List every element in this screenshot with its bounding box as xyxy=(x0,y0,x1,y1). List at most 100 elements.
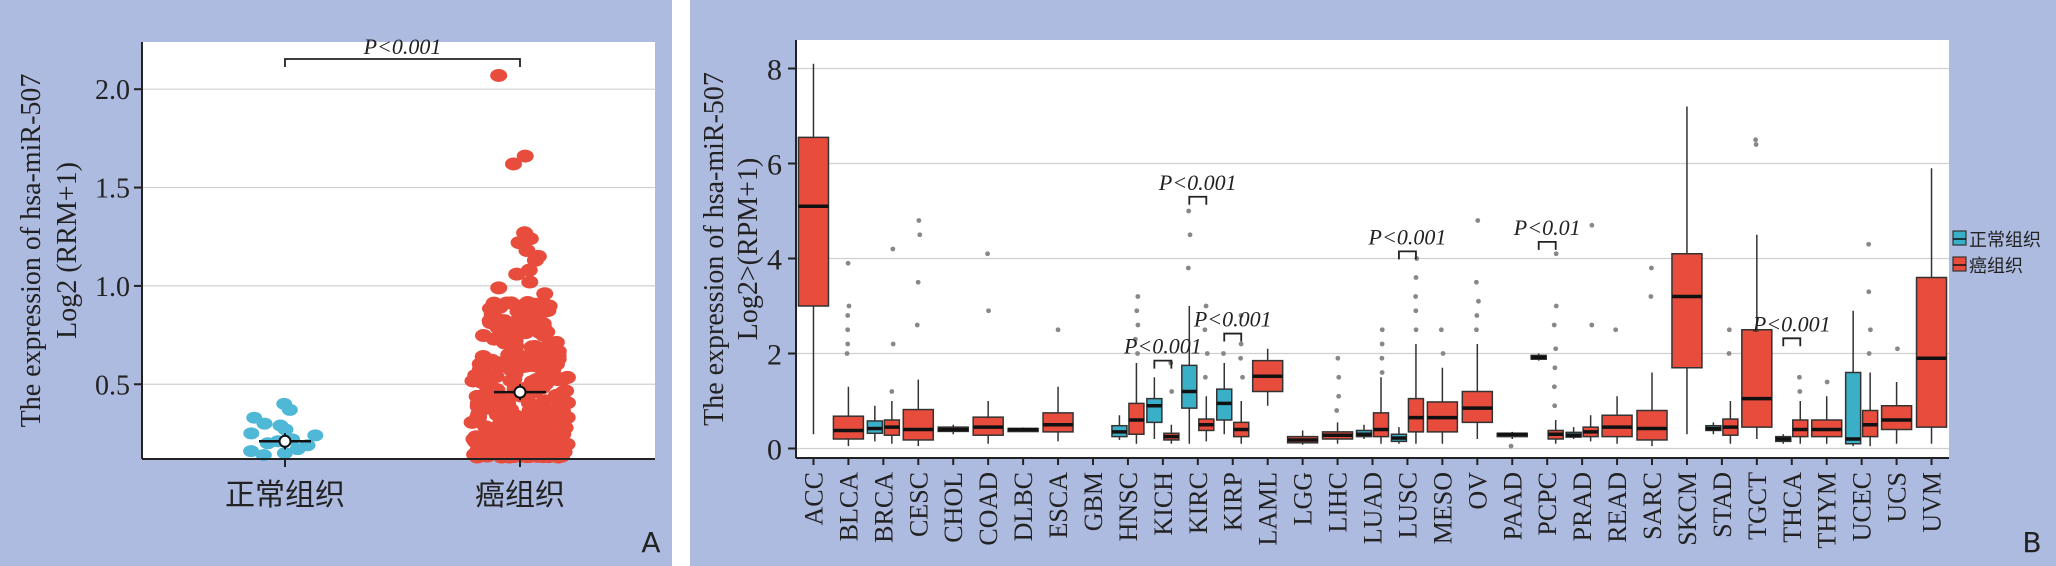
x-tick-label-b: PAAD xyxy=(1498,472,1527,540)
x-tick-label-b: HNSC xyxy=(1114,472,1143,541)
outlier-point xyxy=(1613,327,1619,333)
box-tgct-tumor xyxy=(1741,137,1773,439)
tumor-outlier-point xyxy=(536,287,554,301)
y-tick-label-a: 2.0 xyxy=(95,75,130,106)
box-kirp-tumor xyxy=(1232,313,1250,444)
y-tick-label-a: 0.5 xyxy=(95,370,130,401)
outlier-point xyxy=(1508,443,1514,449)
x-tick-label-b: ACC xyxy=(799,472,828,525)
outlier-point xyxy=(915,279,921,285)
significance-bracket-b xyxy=(1398,250,1417,260)
y-tick-label-a: 1.0 xyxy=(95,272,130,303)
x-tick-label-b: UCEC xyxy=(1848,472,1877,541)
tumor-outlier-point xyxy=(516,149,534,163)
normal-point xyxy=(281,403,298,416)
outlier-point xyxy=(1186,208,1192,214)
significance-label-b: P<0.001 xyxy=(1752,311,1831,336)
outlier-point xyxy=(890,341,896,347)
outlier-point xyxy=(1203,303,1209,309)
outlier-point xyxy=(845,327,851,333)
y-tick-label-b: 6 xyxy=(767,149,782,182)
outlier-point xyxy=(890,246,896,252)
box-pcpc-tumor xyxy=(1547,251,1564,444)
tumor-point xyxy=(553,404,571,418)
tumor-point xyxy=(469,445,487,459)
y-axis-title-a: The expression of hsa-miR-507 xyxy=(16,74,47,428)
x-tick-label-b: LUAD xyxy=(1359,472,1388,544)
x-tick-label-b: LUSC xyxy=(1393,472,1422,538)
tumor-outlier-point xyxy=(526,253,544,267)
box-prad-tumor xyxy=(1582,222,1599,442)
outlier-point xyxy=(1726,351,1732,356)
outlier-point xyxy=(1797,374,1802,380)
significance-label-b: P<0.001 xyxy=(1158,170,1237,195)
tumor-point xyxy=(500,414,518,428)
outlier-point xyxy=(1413,294,1419,299)
outlier-point xyxy=(1202,327,1208,333)
x-tick-label-b: KIRP xyxy=(1219,472,1248,531)
box-lusc-normal xyxy=(1390,427,1408,444)
outlier-point xyxy=(1866,241,1872,247)
x-tick-label-b: KICH xyxy=(1149,472,1178,536)
x-tick-label-b: LAML xyxy=(1254,472,1283,546)
panel-letter-b: B xyxy=(2022,526,2041,559)
box-body xyxy=(797,136,830,307)
y-axis-subtitle-a: Log2 (RRM+1) xyxy=(52,162,83,339)
panel-letter-a: A xyxy=(641,526,660,559)
x-tick-label-b: CESC xyxy=(904,472,933,537)
outlier-point xyxy=(1238,355,1244,361)
box-kirc-tumor xyxy=(1198,303,1215,442)
box-sarc-tumor xyxy=(1636,265,1668,447)
significance-bracket-b xyxy=(1153,359,1173,369)
outlier-point xyxy=(985,251,990,257)
significance-label-b: P<0.01 xyxy=(1513,215,1581,240)
box-uvm-tumor xyxy=(1915,168,1948,444)
x-tick-label-b: DLBC xyxy=(1009,472,1038,541)
tumor-point xyxy=(489,321,507,335)
tumor-point xyxy=(503,336,521,350)
tumor-point xyxy=(467,432,485,446)
box-prad-normal xyxy=(1565,427,1582,439)
box-ov-tumor xyxy=(1461,218,1494,439)
box-body xyxy=(1181,364,1198,409)
tumor-point xyxy=(484,369,502,383)
box-ucs-tumor xyxy=(1880,346,1913,444)
box-body xyxy=(1671,253,1703,369)
outlier-point xyxy=(1476,298,1481,304)
x-tick-label-b: LGG xyxy=(1289,472,1318,525)
x-tick-label-b: OV xyxy=(1463,472,1492,510)
outlier-point xyxy=(1413,275,1419,280)
outlier-point xyxy=(916,218,922,223)
x-tick-label-b: GBM xyxy=(1079,472,1108,531)
significance-bracket-b xyxy=(1223,332,1243,342)
tumor-point xyxy=(468,389,486,403)
significance-label-a: P<0.001 xyxy=(363,34,442,59)
box-luad-normal xyxy=(1355,424,1373,439)
outlier-point xyxy=(1474,279,1479,285)
outlier-point xyxy=(1238,341,1244,347)
normal-point xyxy=(307,429,324,442)
box-paad-tumor xyxy=(1496,431,1529,449)
box-chol-tumor xyxy=(937,424,969,435)
box-dlbc-tumor xyxy=(1007,427,1039,433)
x-tick-label-b: THCA xyxy=(1778,472,1807,543)
tumor-point xyxy=(497,431,515,445)
tumor-point xyxy=(542,447,560,461)
significance-bracket-b xyxy=(1537,240,1557,250)
outlier-point xyxy=(1648,294,1654,299)
x-tick-label-b: TGCT xyxy=(1743,472,1772,540)
y-tick-label-b: 4 xyxy=(767,244,782,277)
tumor-point xyxy=(526,297,544,311)
y-axis-subtitle-b: Log2>(RPM+1) xyxy=(733,158,764,340)
tumor-outlier-point xyxy=(504,157,522,171)
outlier-point xyxy=(1379,327,1385,333)
box-body xyxy=(1915,276,1948,428)
outlier-point xyxy=(1221,351,1226,356)
normal-point xyxy=(276,447,293,460)
outlier-point xyxy=(1551,384,1557,390)
mean-point xyxy=(278,434,292,448)
x-tick-label-a: 癌组织 xyxy=(475,478,565,513)
box-hnsc-tumor xyxy=(1128,294,1145,444)
normal-point xyxy=(289,443,306,456)
outlier-point xyxy=(1589,322,1595,328)
